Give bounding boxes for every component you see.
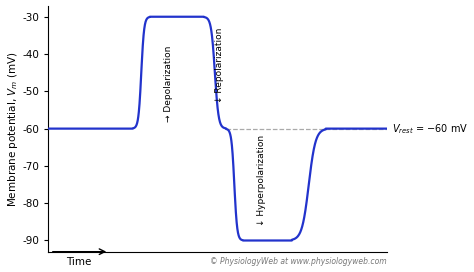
Text: $V_{rest}$ = −60 mV: $V_{rest}$ = −60 mV (392, 122, 468, 135)
Text: → Depolarization: → Depolarization (164, 46, 173, 122)
Text: Time: Time (66, 257, 91, 267)
Text: ↓ Repolarization: ↓ Repolarization (215, 27, 224, 103)
Text: ↓ Hyperpolarization: ↓ Hyperpolarization (257, 135, 266, 226)
Y-axis label: Membrane potential, $V_m$ (mV): Membrane potential, $V_m$ (mV) (6, 51, 19, 206)
Text: © PhysiologyWeb at www.physiologyweb.com: © PhysiologyWeb at www.physiologyweb.com (210, 257, 387, 266)
